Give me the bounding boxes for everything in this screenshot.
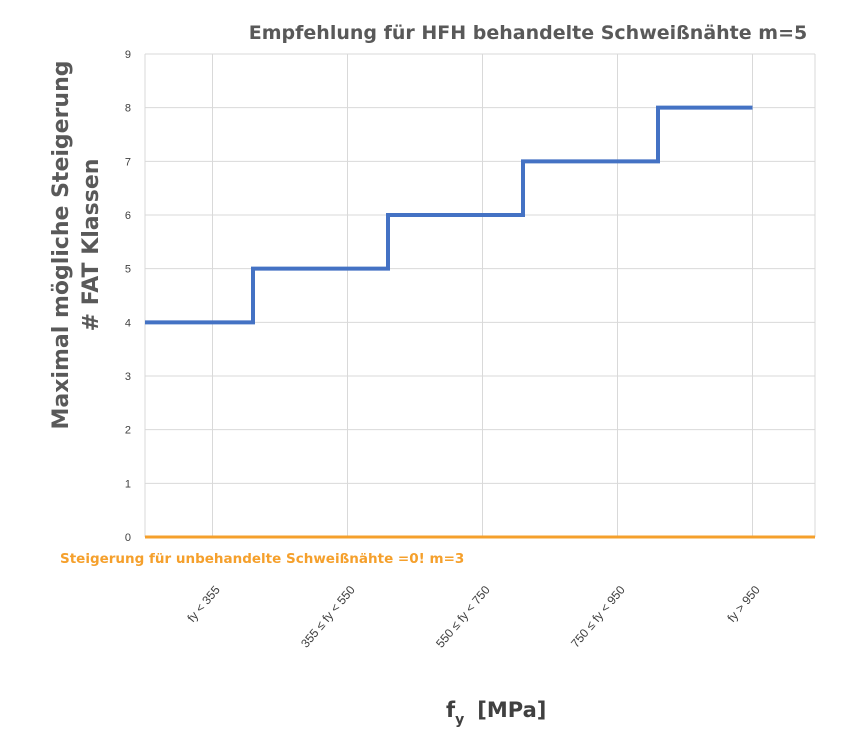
x-axis-title: fy [MPa] [446,698,546,728]
gridlines [144,53,816,538]
y-tick-label: 4 [125,317,131,329]
y-tick-label: 5 [125,264,131,276]
x-tick-labels: fy < 355 355 ≤ fy < 550 550 ≤ fy < 750 750 … [184,583,763,651]
y-tick-label: 1 [125,478,131,490]
y-axis-title: Maximal mögliche Steigerung # FAT Klasse… [49,60,104,429]
y-axis-title-line1: Maximal mögliche Steigerung [49,60,74,429]
y-tick-label: 9 [125,49,131,61]
annotation-untreated: Steigerung für unbehandelte Schweißnähte… [60,551,464,567]
x-tick-label: fy < 355 [184,583,223,625]
x-axis-title-unit: [MPa] [477,698,546,722]
y-tick-label: 8 [125,103,131,115]
y-tick-label: 7 [125,156,131,168]
x-tick-label: 550 ≤ fy < 750 [433,583,493,651]
x-tick-label: 355 ≤ fy < 550 [298,583,358,651]
x-tick-label: fy > 950 [724,583,763,625]
x-axis-title-sub: y [455,712,464,728]
y-tick-label: 2 [125,425,131,437]
y-tick-label: 0 [125,532,131,544]
series [145,105,815,539]
y-tick-label: 6 [125,210,131,222]
y-axis-title-line2: # FAT Klassen [79,159,104,332]
series-line-treated [145,105,753,325]
x-tick-label: 750 ≤ fy < 950 [568,583,628,651]
x-axis-title-main: f [446,698,456,722]
y-tick-label: 3 [125,371,131,383]
y-tick-labels: 0 1 2 3 4 5 6 7 8 9 [125,49,131,544]
chart-title: Empfehlung für HFH behandelte Schweißnäh… [249,22,807,44]
